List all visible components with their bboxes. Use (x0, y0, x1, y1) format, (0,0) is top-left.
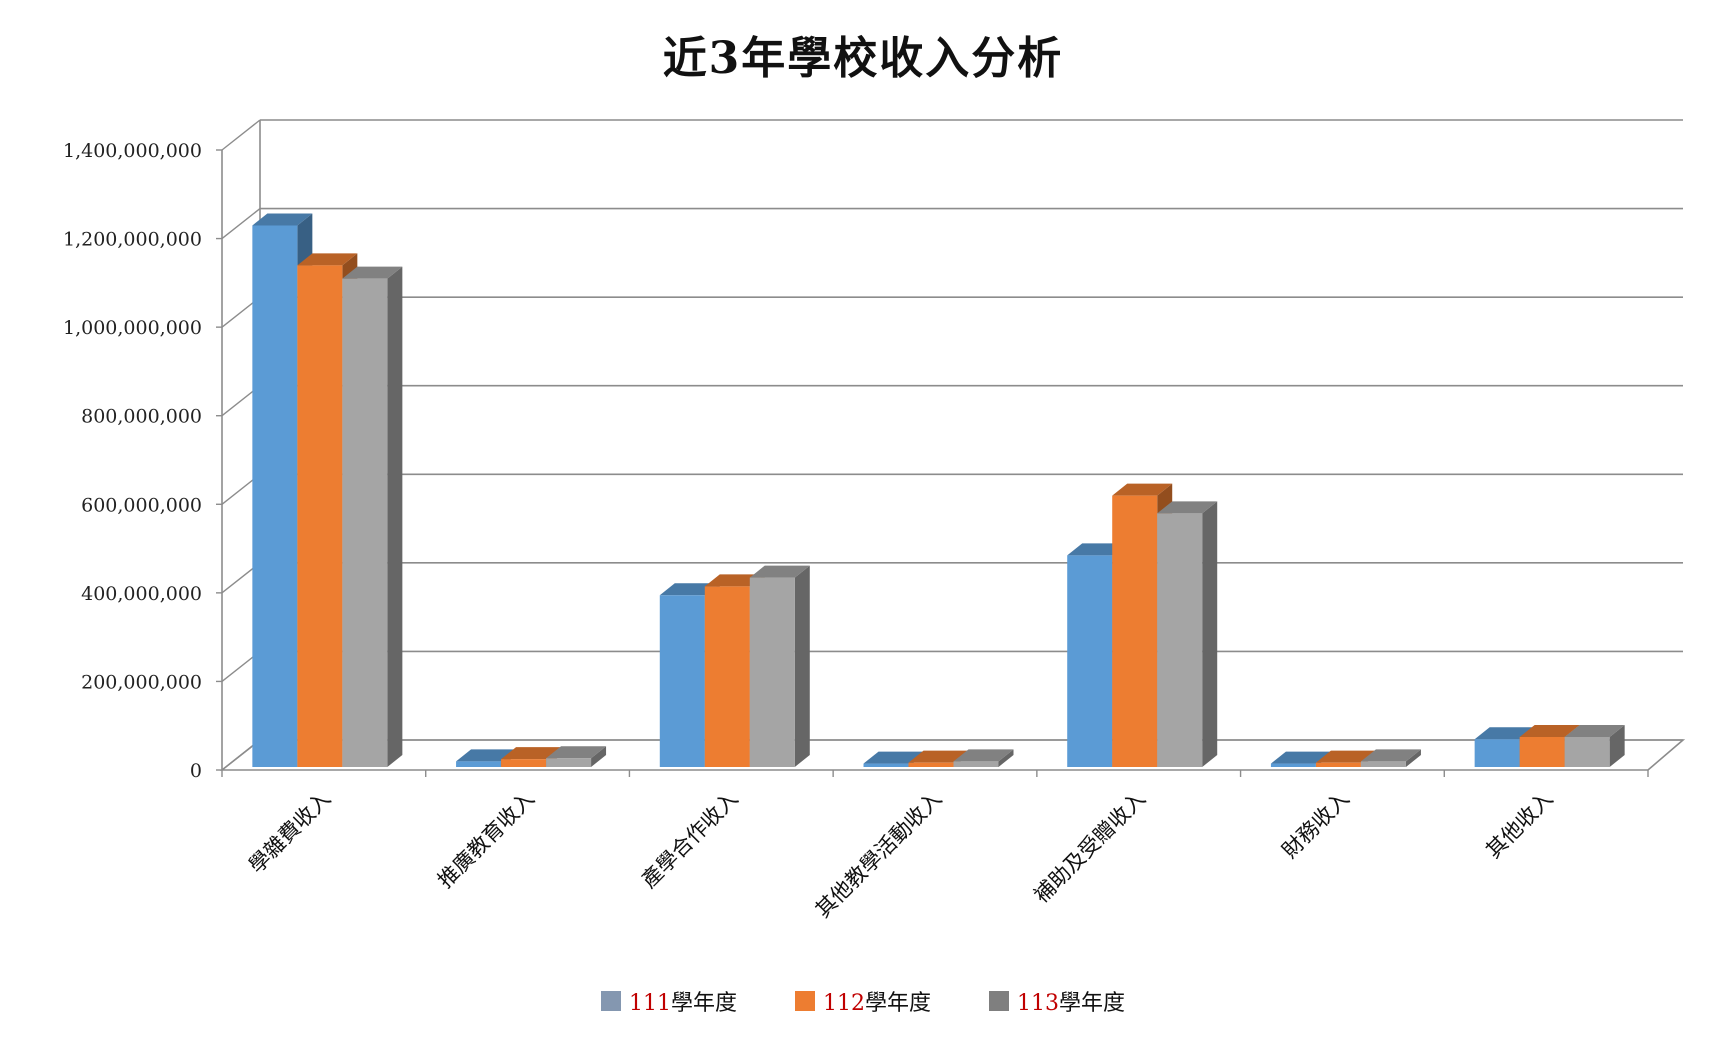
legend-year-113: 113 (1017, 991, 1059, 1016)
category-label: 產學合作收入 (637, 787, 743, 893)
bar-front (1315, 762, 1361, 767)
y-tick-label: 200,000,000 (81, 671, 202, 693)
bar-side (387, 266, 403, 767)
legend-suffix-112: 學年度 (864, 991, 931, 1016)
legend-swatch-113 (989, 991, 1009, 1011)
bar-top (953, 749, 1014, 762)
category-label: 補助及受贈收入 (1029, 787, 1150, 908)
bar-top (1360, 749, 1421, 762)
bar-top (863, 751, 924, 764)
y-tick-label: 0 (190, 760, 202, 782)
bar-front (342, 278, 388, 767)
bar-top (297, 253, 358, 266)
legend-item-111: 111學年度 (600, 985, 737, 1017)
bar-side (998, 749, 1014, 767)
legend-label-112: 112學年度 (823, 985, 931, 1017)
bar-top (546, 746, 607, 759)
bar-front (953, 761, 999, 767)
bar-front (908, 762, 954, 767)
bar-front (1519, 737, 1565, 767)
category-label: 其他收入 (1481, 787, 1557, 863)
legend-label-113: 113學年度 (1017, 985, 1125, 1017)
legend: 111學年度 112學年度 113學年度 (0, 985, 1726, 1017)
bar-front (1270, 763, 1316, 767)
bar-front (501, 759, 547, 767)
bar-top (908, 750, 969, 763)
bar-top (456, 749, 517, 762)
bar-front (863, 763, 909, 767)
bar-top (1157, 501, 1218, 514)
legend-swatch-112 (794, 991, 815, 1011)
legend-year-111: 111 (628, 991, 671, 1016)
bar-side (794, 565, 810, 767)
bar-top (1474, 727, 1535, 740)
bar-front (704, 586, 750, 767)
legend-suffix-111: 學年度 (670, 991, 737, 1016)
bar-top (342, 266, 403, 279)
bar-front (749, 577, 795, 767)
bar-side (1609, 725, 1625, 767)
legend-label-111: 111學年度 (629, 985, 737, 1017)
bar (953, 749, 1014, 767)
bar (1360, 749, 1421, 767)
bar-top (501, 747, 562, 760)
y-tick-label: 600,000,000 (81, 494, 202, 516)
category-label: 財務收入 (1278, 787, 1354, 863)
bar-front (1112, 495, 1158, 767)
legend-suffix-113: 學年度 (1059, 991, 1126, 1016)
bar (1157, 501, 1218, 767)
grid-layer (219, 119, 1686, 771)
y-tick-label: 1,200,000,000 (63, 229, 202, 251)
bar-front (1157, 513, 1203, 767)
y-tick-label: 1,000,000,000 (63, 317, 202, 339)
bar (1564, 725, 1625, 767)
y-tick-label: 400,000,000 (81, 583, 202, 605)
bar-front (546, 758, 592, 767)
legend-item-113: 113學年度 (989, 985, 1125, 1017)
bar-front (456, 761, 502, 767)
bar-side (591, 746, 607, 767)
chart-floor (219, 739, 1686, 771)
bar-front (1474, 739, 1520, 767)
bar-top (1564, 725, 1625, 737)
category-label: 學雜費收入 (244, 787, 335, 878)
bar-top (1270, 751, 1331, 764)
bar-front (1067, 555, 1113, 767)
bar-top (749, 565, 810, 578)
bar-front (297, 265, 343, 767)
chart-title: 近3年學校收入分析 (662, 33, 1064, 84)
bar-top (1315, 750, 1376, 763)
category-label: 其他教學活動收入 (811, 787, 947, 923)
gridline-side (221, 119, 261, 151)
y-tick-label: 1,400,000,000 (63, 140, 202, 162)
bar-top (1519, 725, 1580, 737)
bar-front (659, 595, 705, 767)
bar-side (1405, 749, 1421, 767)
y-tick-label: 800,000,000 (81, 406, 202, 428)
bar-side (1202, 501, 1218, 767)
bar-front (1564, 737, 1610, 767)
bar-front (1360, 761, 1406, 767)
category-label: 推廣教育收入 (433, 787, 539, 893)
bars-layer (252, 213, 1625, 767)
bar-top (252, 213, 313, 226)
bar (342, 266, 403, 767)
bar-front (252, 225, 298, 767)
bar-top (1112, 483, 1173, 496)
gridline-side (221, 208, 261, 240)
bar (546, 746, 607, 767)
legend-swatch-111 (600, 991, 621, 1011)
legend-item-112: 112學年度 (794, 985, 931, 1017)
bar (749, 565, 810, 767)
legend-year-112: 112 (822, 991, 865, 1016)
